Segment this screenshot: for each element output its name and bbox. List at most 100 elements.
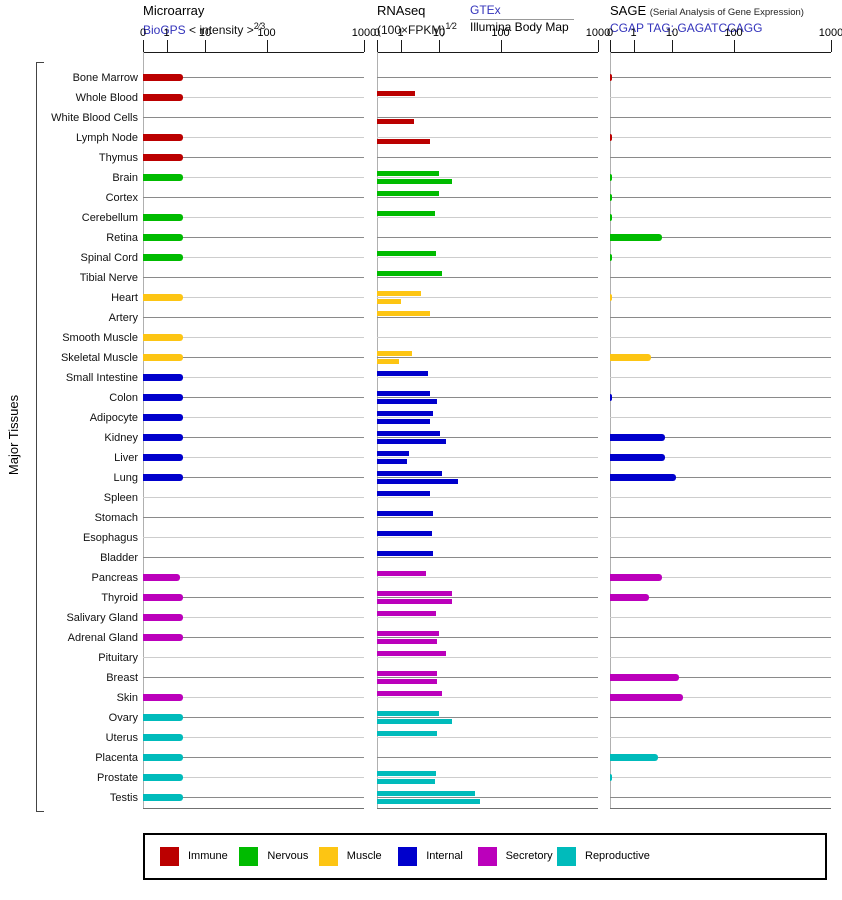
sage-bar [610,454,665,461]
gtex-bar [377,791,475,796]
row-gridline [377,317,598,318]
panel-cell [610,268,831,288]
microarray-bar [143,434,183,441]
row-gridline [610,297,831,298]
panel-cell [143,88,364,108]
panel-cell [377,228,598,248]
microarray-bar [143,154,183,161]
gtex-bar [377,511,433,516]
panel-cell [143,328,364,348]
tissue-row: Kidney [0,428,842,448]
row-gridline [610,117,831,118]
sage-bar [610,574,662,581]
panel-cell [610,608,831,628]
row-gridline [377,597,598,598]
panel-cell [610,788,831,808]
sage-bar [610,294,612,301]
panel-cell [377,148,598,168]
row-gridline [610,677,831,678]
row-gridline [377,677,598,678]
panel-cell [377,388,598,408]
gtex-bar [377,651,446,656]
row-gridline [143,497,364,498]
microarray-bar [143,234,183,241]
axis-tick-mark [266,40,268,52]
panel-cell [143,148,364,168]
gtex-link[interactable]: GTEx [470,3,501,17]
row-gridline [610,517,831,518]
panel-cell [143,708,364,728]
row-gridline [143,97,364,98]
row-gridline [143,797,364,798]
panel-cell [143,368,364,388]
row-gridline [610,277,831,278]
row-gridline [143,777,364,778]
row-gridline [143,717,364,718]
axis-tick-label: 10 [198,27,212,39]
tissue-row: Pancreas [0,568,842,588]
row-gridline [143,577,364,578]
gtex-bar [377,771,436,776]
gtex-bar [377,191,439,196]
panel-cell [377,208,598,228]
sage-bar [610,194,612,201]
gtex-bar [377,491,430,496]
panel-cell [610,128,831,148]
panel-cell [377,508,598,528]
panel-cell [610,468,831,488]
panel-left-border [610,52,611,808]
row-gridline [377,97,598,98]
legend-box: Immune Nervous Muscle Internal Secretory Repr… [143,833,827,880]
biogps-link[interactable]: BioGPS [143,23,186,37]
panel-cell [377,188,598,208]
panel-cell [143,268,364,288]
rnaseq-title: RNAseq [377,3,426,18]
tissue-row: Heart [0,288,842,308]
panel-cell [143,628,364,648]
illumina-bar [377,359,399,364]
panel-cell [143,168,364,188]
panel-cell [143,648,364,668]
panel-cell [610,108,831,128]
row-gridline [377,497,598,498]
row-gridline [610,797,831,798]
panel-cell [610,628,831,648]
tissue-row: Small Intestine [0,368,842,388]
bracket-top-tick [36,62,44,63]
row-gridline [377,337,598,338]
axis-tick-label: 1 [163,27,170,39]
panel-cell [610,488,831,508]
sage-bar [610,474,676,481]
panel-cell [143,388,364,408]
panel-cell [377,608,598,628]
row-gridline [143,637,364,638]
cgap-tag-link[interactable]: CGAP TAG: GAGATCCAGG [610,21,763,35]
panel-cell [143,548,364,568]
tissue-row: Testis [0,788,842,808]
tissue-label: Thyroid [101,592,138,604]
axis-tick-label: 1 [397,27,404,39]
panel-cell [377,108,598,128]
illumina-body-map-label: Illumina Body Map [470,20,569,34]
gtex-bar [377,91,415,96]
row-gridline [610,477,831,478]
row-gridline [143,177,364,178]
illumina-bar [377,799,480,804]
panel-cell [610,548,831,568]
panel-cell [610,88,831,108]
panel-cell [610,308,831,328]
axis-tick-mark [672,40,673,52]
illumina-bar [377,459,407,464]
row-gridline [143,317,364,318]
panel-cell [377,328,598,348]
gtex-bar [377,531,432,536]
row-gridline [610,617,831,618]
tissue-label: Tibial Nerve [79,272,138,284]
row-gridline [610,657,831,658]
gtex-bar [377,711,439,716]
axis-baseline [610,52,831,53]
panel-cell [610,768,831,788]
tissue-label: Esophagus [82,532,138,544]
axis-tick-mark [598,40,599,52]
microarray-bar [143,214,183,221]
